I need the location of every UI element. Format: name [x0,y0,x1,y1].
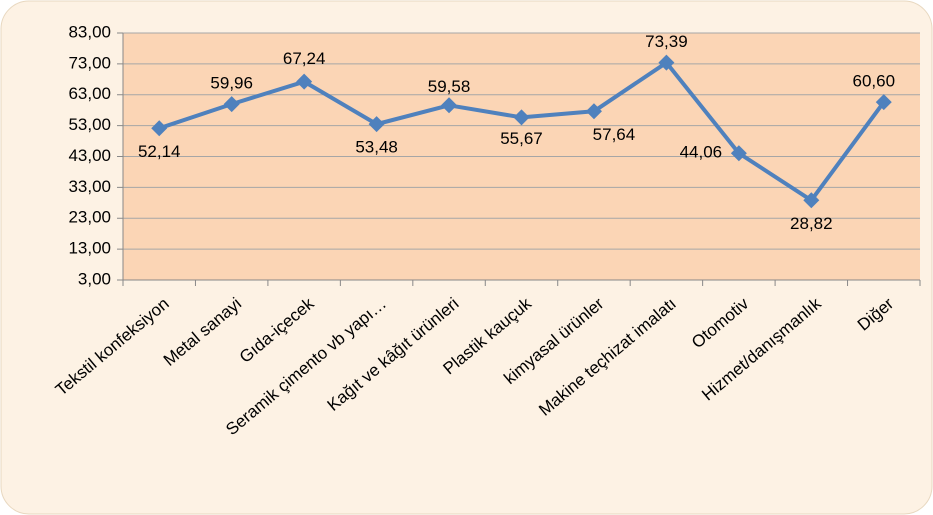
y-tick-label: 33,00 [68,177,111,196]
data-marker [368,116,385,133]
data-marker [441,97,458,114]
y-tick-label: 43,00 [68,146,111,165]
data-label: 73,39 [645,32,688,51]
data-label: 53,48 [355,138,398,157]
data-marker [151,120,168,137]
data-label: 52,14 [138,142,181,161]
y-tick-label: 53,00 [68,115,111,134]
data-label: 44,06 [680,143,723,162]
data-label: 28,82 [790,214,833,233]
data-marker [223,96,240,113]
data-marker [730,145,747,162]
data-label: 55,67 [500,129,543,148]
y-tick-label: 23,00 [68,208,111,227]
data-marker [875,94,892,111]
y-tick-label: 13,00 [68,239,111,258]
data-marker [585,103,602,120]
data-marker [296,73,313,90]
data-label: 59,96 [210,74,253,93]
data-marker [513,109,530,126]
data-marker [658,54,675,71]
data-marker [803,192,820,209]
data-label: 67,24 [283,49,326,68]
data-label: 59,58 [428,77,471,96]
data-label: 57,64 [593,125,636,144]
y-tick-label: 83,00 [68,22,111,41]
data-label: 60,60 [852,72,895,91]
y-tick-label: 73,00 [68,53,111,72]
y-tick-label: 63,00 [68,84,111,103]
y-tick-label: 3,00 [78,269,111,288]
